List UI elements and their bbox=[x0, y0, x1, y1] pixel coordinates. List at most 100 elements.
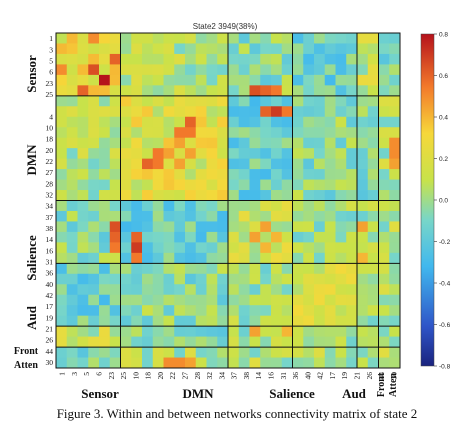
heatmap-cell bbox=[206, 347, 218, 358]
heatmap-cell bbox=[131, 64, 143, 76]
x-network-label: Salience bbox=[269, 386, 315, 401]
heatmap-cell bbox=[152, 158, 164, 170]
heatmap-cell bbox=[120, 106, 132, 118]
heatmap-cell bbox=[185, 326, 197, 337]
heatmap-cell bbox=[367, 221, 379, 233]
heatmap-cell bbox=[260, 179, 272, 191]
heatmap-cell bbox=[66, 106, 78, 118]
colorbar-tick-label: -0.4 bbox=[439, 280, 451, 287]
heatmap-cell bbox=[389, 137, 401, 149]
heatmap-cell bbox=[260, 169, 272, 180]
heatmap-cell bbox=[324, 231, 336, 243]
heatmap-cell bbox=[56, 190, 68, 201]
heatmap-cell bbox=[56, 294, 68, 306]
heatmap-cell bbox=[120, 357, 132, 369]
heatmap-cell bbox=[281, 148, 293, 160]
heatmap-cell bbox=[195, 137, 207, 149]
heatmap-cell bbox=[66, 95, 78, 107]
heatmap-cell bbox=[260, 336, 272, 348]
heatmap-cell bbox=[56, 33, 68, 44]
heatmap-cell bbox=[99, 43, 111, 55]
heatmap-cell bbox=[367, 43, 379, 55]
heatmap-cell bbox=[281, 315, 293, 327]
heatmap-cell bbox=[77, 231, 89, 243]
heatmap-cell bbox=[185, 64, 197, 76]
heatmap-cell bbox=[206, 158, 218, 170]
heatmap-cell bbox=[281, 284, 293, 296]
heatmap-cell bbox=[142, 116, 154, 128]
heatmap-cell bbox=[142, 64, 154, 76]
heatmap-cell bbox=[217, 315, 229, 327]
heatmap-cell bbox=[163, 263, 175, 275]
heatmap-cell bbox=[109, 43, 121, 55]
heatmap-cell bbox=[378, 85, 390, 97]
heatmap-cell bbox=[56, 53, 68, 65]
heatmap-cell bbox=[335, 326, 347, 337]
heatmap-cell bbox=[120, 33, 132, 44]
heatmap-cell bbox=[238, 116, 250, 128]
heatmap-cell bbox=[367, 242, 379, 254]
heatmap-cell bbox=[260, 106, 272, 118]
heatmap-cell bbox=[142, 137, 154, 149]
heatmap-cell bbox=[217, 53, 229, 65]
heatmap-cell bbox=[195, 127, 207, 139]
y-tick-label: 23 bbox=[46, 79, 54, 88]
x-network-label: Atten bbox=[388, 373, 399, 397]
heatmap-cell bbox=[217, 284, 229, 296]
heatmap-cell bbox=[260, 347, 272, 358]
y-network-label: Aud bbox=[24, 305, 39, 330]
heatmap-cell bbox=[292, 242, 304, 254]
heatmap-cell bbox=[357, 273, 369, 285]
heatmap-cell bbox=[357, 43, 369, 55]
heatmap-cell bbox=[131, 148, 143, 160]
heatmap-cell bbox=[174, 336, 186, 348]
heatmap-cell bbox=[99, 294, 111, 306]
heatmap-cell bbox=[109, 347, 121, 358]
heatmap-cell bbox=[120, 64, 132, 76]
heatmap-cell bbox=[174, 357, 186, 369]
heatmap-cell bbox=[56, 284, 68, 296]
heatmap-cell bbox=[66, 200, 78, 212]
y-tick-label: 4 bbox=[49, 112, 53, 121]
y-tick-label: 30 bbox=[46, 358, 54, 367]
y-tick-label: 25 bbox=[46, 90, 54, 99]
heatmap-cell bbox=[109, 148, 121, 160]
x-tick-labels: 1 3 5 6 23 25 10 18 20 22 27 28 32 34 37 38 14 16 31 36 40 42… bbox=[58, 372, 399, 380]
heatmap-cell bbox=[152, 64, 164, 76]
heatmap-cell bbox=[367, 315, 379, 327]
colorbar-ticks: 0.8 0.6 0.4 0.2 0.0 -0.2 -0.4 -0.6 -0.8 bbox=[434, 31, 451, 370]
heatmap-cell bbox=[206, 357, 218, 369]
heatmap-cell bbox=[238, 200, 250, 212]
heatmap-cell bbox=[163, 158, 175, 170]
heatmap-cell bbox=[335, 106, 347, 118]
heatmap-cell bbox=[152, 357, 164, 369]
heatmap-cell bbox=[271, 284, 283, 296]
heatmap-cell bbox=[228, 179, 240, 191]
heatmap-cell bbox=[66, 43, 78, 55]
heatmap-cell bbox=[142, 210, 154, 222]
network-boundaries bbox=[56, 33, 400, 368]
heatmap-cell bbox=[66, 33, 78, 44]
colorbar-tick-label: -0.6 bbox=[439, 322, 451, 329]
heatmap-cell bbox=[335, 190, 347, 201]
heatmap-cell bbox=[314, 158, 326, 170]
heatmap-cell bbox=[206, 106, 218, 118]
heatmap-cell bbox=[357, 284, 369, 296]
heatmap-cell bbox=[303, 326, 315, 337]
heatmap-cell bbox=[99, 179, 111, 191]
heatmap-cell bbox=[260, 85, 272, 97]
heatmap-cell bbox=[88, 190, 100, 201]
heatmap-cell bbox=[271, 148, 283, 160]
heatmap-cell bbox=[174, 210, 186, 222]
heatmap-cell bbox=[56, 210, 68, 222]
heatmap-cell bbox=[99, 190, 111, 201]
heatmap-cell bbox=[88, 315, 100, 327]
heatmap-cell bbox=[271, 357, 283, 369]
heatmap-cell bbox=[378, 315, 390, 327]
heatmap-cell bbox=[346, 148, 358, 160]
x-tick-label: 40 bbox=[303, 372, 312, 380]
heatmap-cell bbox=[195, 273, 207, 285]
heatmap-cell bbox=[378, 231, 390, 243]
heatmap-cell bbox=[185, 158, 197, 170]
y-tick-label: 31 bbox=[46, 258, 54, 267]
